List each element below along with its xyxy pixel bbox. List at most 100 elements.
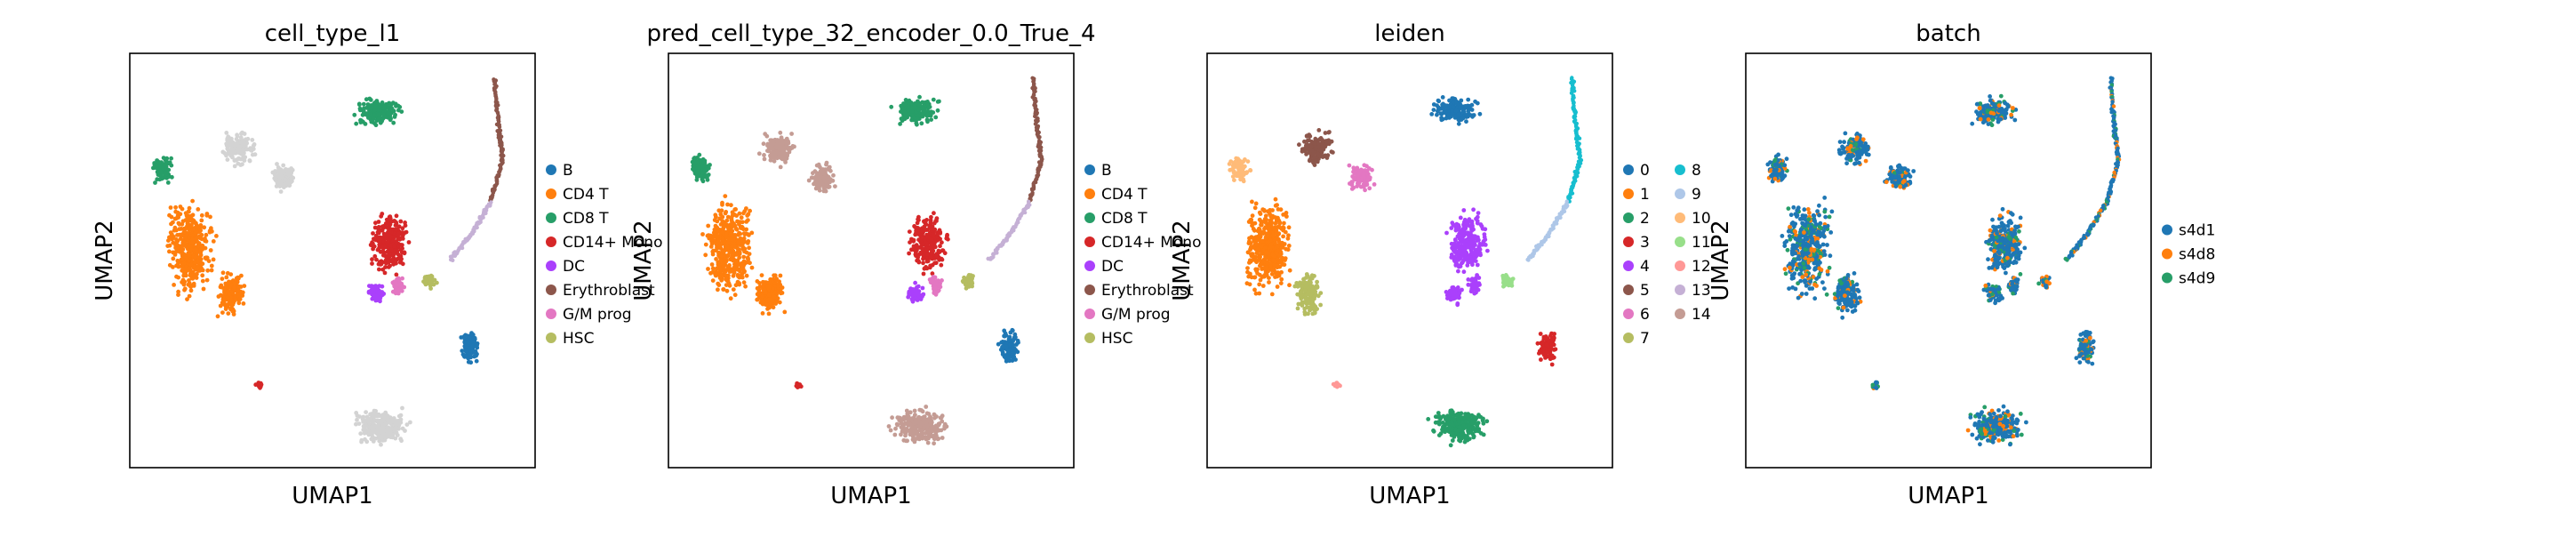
scatter-point: [181, 260, 187, 266]
x-axis-label: UMAP1: [830, 483, 911, 509]
scatter-point: [207, 229, 212, 235]
scatter-point: [1305, 297, 1310, 302]
scatter-point: [380, 236, 384, 241]
scatter-point: [895, 415, 900, 421]
scatter-point: [224, 285, 229, 289]
y-axis-label: UMAP2: [630, 220, 657, 301]
scatter-point: [945, 234, 949, 239]
scatter-point: [1312, 310, 1317, 316]
scatter-point: [400, 405, 404, 411]
scatter-point: [393, 112, 397, 117]
scatter-point: [1264, 217, 1269, 222]
scatter-point: [1250, 213, 1255, 219]
scatter-point: [729, 215, 733, 220]
scatter-point: [713, 212, 718, 218]
scatter-point: [772, 151, 777, 156]
scatter-point: [190, 240, 196, 245]
scatter-point: [167, 262, 172, 268]
scatter-point: [362, 111, 367, 116]
scatter-point: [1318, 291, 1324, 295]
scatter-point: [382, 270, 388, 276]
scatter-point: [223, 281, 228, 286]
scatter-point: [719, 253, 724, 259]
scatter-point: [169, 156, 174, 161]
scatter-point: [380, 290, 385, 294]
scatter-point: [743, 284, 748, 289]
scatter-point: [198, 228, 204, 233]
legend-label: CD4 T: [563, 186, 609, 204]
scatter-point: [377, 438, 382, 444]
scatter-point: [756, 151, 762, 156]
scatter-point: [942, 251, 948, 256]
scatter-point: [232, 285, 236, 290]
scatter-point: [1286, 233, 1291, 238]
scatter-point: [187, 278, 191, 283]
scatter-point: [715, 225, 720, 230]
scatter-point: [908, 417, 914, 422]
scatter-point: [772, 156, 778, 160]
scatter-point: [916, 108, 921, 112]
scatter-point: [710, 266, 716, 271]
scatter-point: [912, 104, 917, 109]
scatter-point: [1250, 252, 1255, 257]
scatter-point: [369, 437, 374, 442]
scatter-point: [211, 239, 216, 244]
scatter-point: [1248, 241, 1253, 246]
scatter-point: [187, 228, 192, 233]
scatter-point: [192, 220, 197, 225]
scatter-point: [729, 268, 734, 274]
scatter-point: [1278, 281, 1284, 285]
scatter-point: [778, 287, 783, 292]
scatter-point: [399, 438, 404, 444]
scatter-point: [710, 269, 716, 275]
scatter-point: [435, 280, 439, 285]
scatter-point: [208, 214, 212, 220]
scatter-point: [182, 287, 187, 293]
scatter-point: [1307, 158, 1312, 164]
scatter-point: [716, 239, 721, 244]
scatter-point: [811, 175, 815, 180]
scatter-point: [470, 343, 475, 349]
scatter-point: [358, 431, 364, 437]
scatter-point: [721, 287, 726, 292]
scatter-point: [1255, 246, 1260, 252]
scatter-point: [921, 256, 925, 261]
scatter-point: [1011, 342, 1015, 348]
scatter-point: [721, 237, 725, 242]
scatter-point: [196, 235, 201, 240]
scatter-point: [889, 104, 894, 109]
scatter-point: [966, 273, 972, 277]
scatter-point: [748, 260, 752, 266]
scatter-point: [716, 208, 722, 213]
legend-label: B: [1101, 162, 1112, 180]
scatter-point: [359, 439, 364, 445]
scatter-point: [745, 213, 750, 218]
scatter-point: [1302, 309, 1308, 315]
scatter-point: [188, 216, 194, 221]
scatter-point: [165, 180, 171, 185]
legend-marker: [1084, 333, 1095, 343]
scatter-point: [762, 153, 766, 157]
scatter-point: [729, 223, 734, 228]
scatter-point: [404, 422, 410, 427]
scatter-point: [387, 434, 391, 439]
scatter-point: [911, 237, 916, 243]
scatter-point: [1252, 287, 1257, 293]
scatter-point: [187, 266, 192, 271]
scatter-point: [964, 285, 969, 291]
scatter-point: [1260, 266, 1265, 271]
scatter-point: [194, 228, 199, 234]
scatter-point: [173, 204, 179, 210]
scatter-point: [1252, 205, 1258, 211]
scatter-point: [374, 413, 380, 419]
scatter-point: [388, 222, 393, 227]
scatter-point: [363, 122, 368, 126]
scatter-point: [716, 250, 721, 255]
scatter-point: [209, 263, 214, 268]
scatter-point: [700, 171, 705, 175]
scatter-point: [236, 275, 241, 280]
scatter-point: [282, 171, 287, 176]
scatter-point: [747, 245, 751, 251]
scatter-point: [285, 171, 291, 176]
